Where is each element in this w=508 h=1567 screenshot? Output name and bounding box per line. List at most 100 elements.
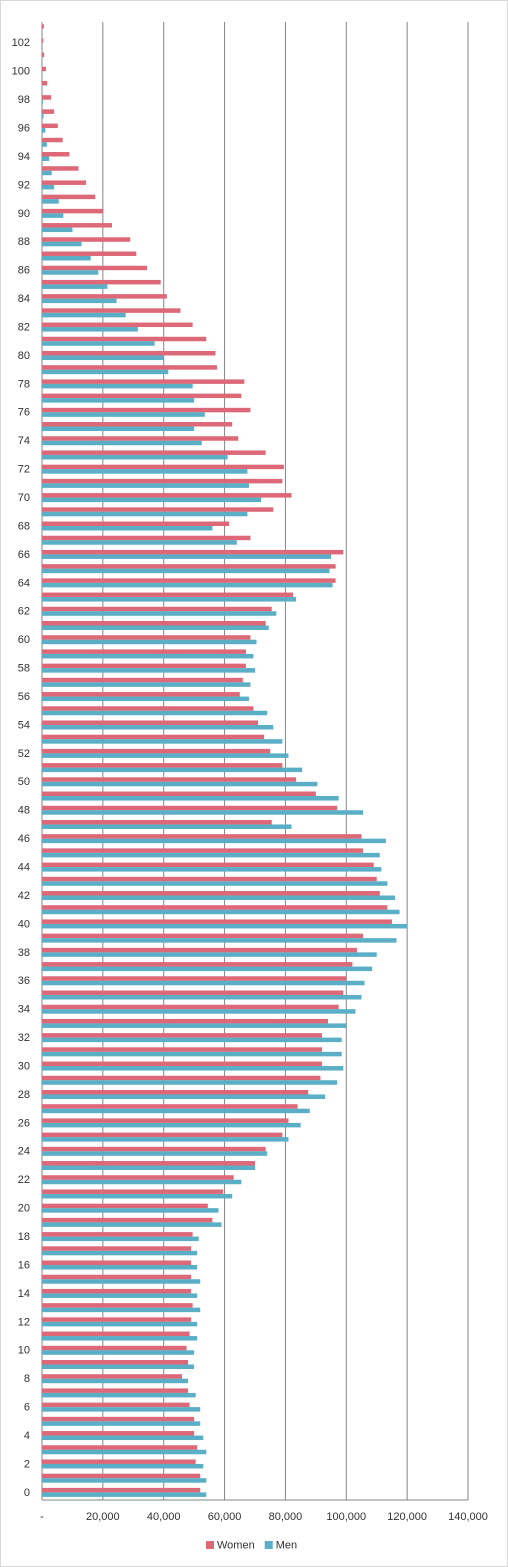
- bar: [42, 578, 336, 583]
- bar: [42, 208, 103, 214]
- y-tick-label: 34: [18, 1004, 30, 1016]
- bar: [42, 156, 49, 162]
- y-tick-label: 54: [18, 719, 30, 731]
- bar: [42, 763, 283, 768]
- bar: [42, 1279, 201, 1284]
- bar: [42, 1236, 199, 1242]
- bar: [42, 734, 265, 740]
- y-tick-label: 52: [18, 748, 30, 760]
- x-tick-label: 60,000: [208, 1511, 242, 1523]
- legend-label: Men: [276, 1539, 297, 1551]
- y-tick-label: 10: [18, 1345, 30, 1357]
- bar: [42, 781, 318, 787]
- y-tick-label: 12: [18, 1316, 30, 1328]
- bar: [42, 876, 377, 882]
- bar: [42, 706, 254, 711]
- bar: [42, 582, 333, 588]
- bar: [42, 611, 277, 616]
- bar: [42, 426, 195, 432]
- bar: [42, 838, 386, 844]
- y-tick-label: 30: [18, 1060, 30, 1072]
- bar: [42, 1473, 201, 1479]
- bar: [42, 966, 373, 972]
- bar: [42, 308, 181, 313]
- bar: [42, 692, 240, 697]
- bar: [42, 1321, 198, 1327]
- bar: [42, 653, 254, 659]
- y-tick-label: 86: [18, 265, 30, 277]
- bar: [42, 1250, 198, 1256]
- bar: [42, 1388, 189, 1393]
- bar: [42, 1374, 182, 1379]
- y-tick-label: 90: [18, 208, 30, 220]
- bar: [42, 748, 271, 754]
- bar: [42, 184, 55, 190]
- bar: [42, 194, 96, 200]
- bar: [42, 1009, 356, 1014]
- bar: [42, 1402, 190, 1408]
- bar: [42, 568, 330, 574]
- legend-swatch: [206, 1541, 214, 1549]
- bar: [42, 66, 46, 72]
- bar: [42, 312, 126, 318]
- bar: [42, 1416, 195, 1422]
- y-tick-label: 92: [18, 179, 30, 191]
- bar: [42, 1203, 208, 1209]
- bar: [42, 649, 246, 654]
- bar: [42, 355, 164, 360]
- bar: [42, 767, 303, 773]
- bar: [42, 52, 45, 58]
- bar: [42, 1407, 201, 1412]
- y-tick-label: 50: [18, 776, 30, 788]
- y-tick-label: 98: [18, 94, 30, 106]
- bar: [42, 483, 249, 488]
- bar: [42, 1208, 219, 1213]
- bar: [42, 620, 266, 626]
- y-tick-label: 102: [12, 37, 30, 49]
- bar: [42, 1445, 198, 1450]
- bar: [42, 1288, 192, 1294]
- bar: [42, 895, 395, 901]
- bar: [42, 1018, 329, 1024]
- bar: [42, 1293, 198, 1298]
- bar: [42, 891, 380, 896]
- bar: [42, 255, 91, 261]
- bar: [42, 909, 400, 915]
- bar: [42, 128, 46, 133]
- bar: [42, 223, 112, 228]
- bar: [42, 1246, 192, 1251]
- y-tick-label: 88: [18, 236, 30, 248]
- bar: [42, 1317, 192, 1322]
- bar: [42, 677, 243, 683]
- y-tick-label: 42: [18, 890, 30, 902]
- bar: [42, 1487, 201, 1493]
- bar: [42, 1463, 204, 1469]
- bar: [42, 1066, 344, 1071]
- bar: [42, 1051, 342, 1057]
- bar: [42, 819, 272, 825]
- bar: [42, 720, 259, 725]
- bar: [42, 1431, 195, 1436]
- bar: [42, 1033, 322, 1038]
- bar: [42, 241, 82, 247]
- y-tick-label: 20: [18, 1203, 30, 1215]
- y-tick-label: 48: [18, 805, 30, 817]
- bar: [42, 123, 58, 129]
- bar: [42, 95, 52, 100]
- bar: [42, 753, 289, 758]
- bar: [42, 1165, 255, 1171]
- x-tick-label: -: [40, 1511, 44, 1523]
- y-tick-label: 22: [18, 1174, 30, 1186]
- bar: [42, 422, 233, 427]
- bar: [42, 1421, 201, 1426]
- bar: [42, 824, 292, 829]
- bar: [42, 1023, 347, 1028]
- bar: [42, 1435, 204, 1441]
- bar: [42, 862, 374, 868]
- y-tick-label: 46: [18, 833, 30, 845]
- y-tick-label: 38: [18, 947, 30, 959]
- bar: [42, 796, 339, 801]
- bar: [42, 980, 365, 986]
- bar: [42, 199, 59, 204]
- bar: [42, 493, 292, 498]
